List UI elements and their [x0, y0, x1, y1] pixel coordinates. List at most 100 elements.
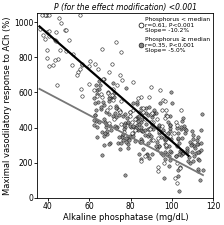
Point	[152, 111, 156, 115]
Point	[96, 92, 99, 96]
Point	[178, 166, 182, 170]
Point	[98, 120, 101, 124]
Point	[98, 87, 101, 90]
Point	[168, 114, 171, 118]
Point	[121, 114, 124, 118]
Point	[150, 122, 153, 125]
Point	[114, 40, 118, 44]
Point	[115, 126, 119, 129]
Point	[131, 131, 135, 134]
Point	[147, 132, 151, 135]
Point	[45, 30, 49, 34]
Point	[77, 70, 80, 74]
Point	[87, 64, 91, 68]
Point	[112, 91, 116, 95]
Point	[191, 133, 195, 136]
Point	[185, 148, 189, 152]
Point	[156, 136, 160, 140]
Point	[93, 113, 97, 117]
Point	[81, 62, 84, 66]
Point	[176, 174, 180, 178]
Point	[141, 147, 145, 150]
Point	[149, 120, 153, 124]
Point	[135, 100, 139, 104]
Point	[118, 109, 122, 112]
Point	[110, 63, 114, 66]
Point	[144, 117, 147, 121]
Point	[95, 88, 99, 92]
Point	[198, 178, 202, 182]
Point	[154, 111, 157, 115]
Point	[194, 146, 197, 149]
Point	[70, 63, 73, 67]
Point	[51, 63, 55, 67]
Point	[95, 119, 98, 123]
Point	[163, 158, 167, 161]
Point	[136, 117, 140, 120]
Point	[107, 121, 111, 124]
Point	[154, 144, 158, 148]
Point	[67, 38, 71, 42]
Point	[181, 151, 185, 155]
Point	[146, 113, 149, 117]
Point	[123, 128, 126, 131]
Point	[176, 168, 179, 172]
Point	[187, 155, 191, 158]
Point	[96, 126, 99, 129]
Point	[115, 104, 118, 108]
Point	[164, 143, 168, 147]
Point	[155, 140, 159, 144]
Point	[121, 135, 124, 138]
Point	[111, 99, 115, 102]
Point	[47, 13, 51, 17]
Point	[138, 140, 142, 143]
Point	[118, 110, 122, 113]
Point	[54, 30, 58, 34]
Point	[157, 123, 161, 126]
Point	[150, 112, 153, 116]
Point	[169, 137, 172, 140]
Point	[162, 177, 166, 180]
Point	[150, 111, 153, 115]
Point	[96, 101, 99, 104]
Point	[190, 130, 194, 133]
Point	[196, 135, 200, 138]
Point	[166, 115, 169, 118]
Point	[116, 83, 119, 87]
Point	[43, 37, 47, 40]
Point	[180, 137, 184, 140]
Point	[200, 128, 203, 132]
Point	[183, 132, 187, 135]
Point	[199, 141, 203, 145]
Point	[108, 99, 111, 103]
Point	[144, 122, 148, 126]
Point	[179, 125, 183, 129]
Point	[134, 117, 137, 120]
Point	[112, 95, 116, 99]
Point	[115, 106, 119, 110]
Point	[129, 135, 133, 139]
Point	[79, 87, 82, 90]
Point	[176, 137, 180, 140]
Point	[174, 120, 177, 124]
Point	[59, 49, 62, 52]
Point	[110, 95, 113, 99]
Point	[65, 28, 68, 32]
Point	[179, 108, 182, 111]
Point	[177, 153, 181, 156]
Point	[167, 155, 170, 158]
Point	[98, 83, 102, 86]
Point	[118, 135, 121, 139]
Point	[111, 114, 114, 118]
Point	[123, 173, 127, 177]
Point	[136, 96, 140, 100]
Point	[112, 117, 116, 121]
Point	[178, 165, 182, 169]
Point	[142, 110, 145, 113]
Point	[126, 142, 130, 146]
Point	[160, 109, 164, 112]
Point	[168, 130, 172, 133]
Point	[105, 133, 109, 136]
Point	[101, 100, 105, 104]
Point	[119, 51, 123, 54]
